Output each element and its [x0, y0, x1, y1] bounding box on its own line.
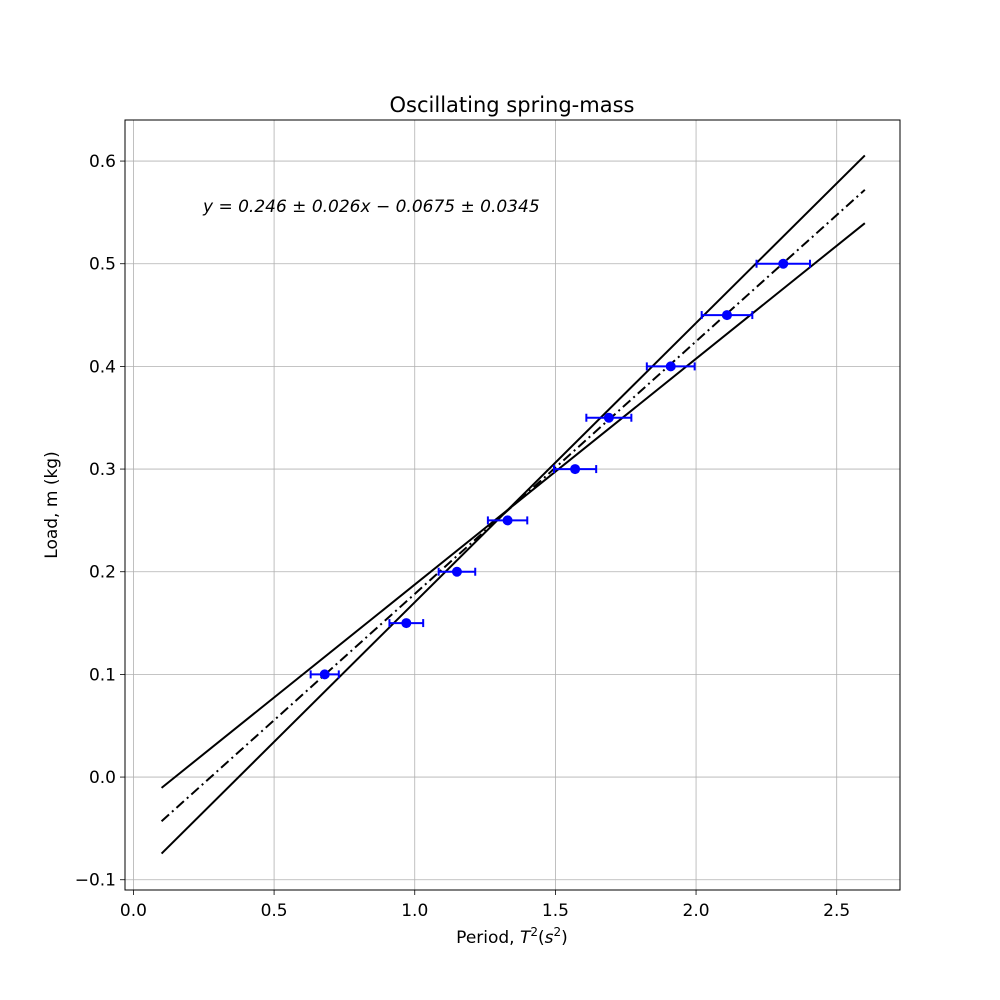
- x-axis-ticks: 0.0 0.5 1.0 1.5 2.0 2.5: [120, 890, 850, 921]
- fit-lines: [160, 154, 866, 855]
- y-tick-label: 0.2: [89, 563, 116, 583]
- y-tick-label: 0.3: [89, 460, 116, 480]
- x-axis-label: Period, T2(s2): [456, 925, 568, 948]
- y-tick-label: 0.6: [89, 152, 116, 172]
- y-axis-ticks: −0.1 0.0 0.1 0.2 0.3 0.4 0.5 0.6: [75, 152, 125, 891]
- data-point: [603, 412, 614, 423]
- x-tick-label: 0.5: [261, 901, 288, 921]
- x-axis-label-unit-open: (: [538, 928, 545, 948]
- y-axis-label: Load, m (kg): [42, 451, 62, 558]
- data-point: [778, 258, 789, 269]
- data-point: [401, 618, 412, 629]
- data-point: [570, 464, 581, 475]
- x-axis-label-unit-exp: 2: [554, 925, 562, 939]
- y-tick-label: 0.5: [89, 255, 116, 275]
- bound-fit-line: [160, 222, 866, 789]
- plot-frame: [124, 119, 901, 891]
- x-axis-label-exp: 2: [530, 925, 538, 939]
- x-tick-label: 1.0: [401, 901, 428, 921]
- y-tick-label: 0.0: [89, 768, 116, 788]
- chart-title: Oscillating spring-mass: [390, 93, 635, 117]
- data-points: [309, 258, 811, 680]
- x-tick-label: 2.0: [683, 901, 710, 921]
- best-fit-line: [160, 189, 866, 822]
- data-point: [502, 515, 513, 526]
- y-tick-label: 0.4: [89, 357, 116, 377]
- fit-equation-annotation: y = 0.246 ± 0.026x − 0.0675 ± 0.0345: [202, 197, 540, 217]
- y-tick-label: 0.1: [89, 665, 116, 685]
- data-point: [451, 566, 462, 577]
- x-axis-label-unit-close: ): [561, 928, 568, 948]
- data-point: [319, 669, 330, 680]
- x-axis-label-symbol: T: [520, 928, 532, 948]
- y-tick-label: −0.1: [75, 871, 116, 891]
- data-point: [665, 361, 676, 372]
- x-axis-label-unit-symbol: s: [545, 928, 554, 948]
- x-tick-label: 1.5: [542, 901, 569, 921]
- x-tick-label: 2.5: [823, 901, 850, 921]
- x-axis-label-prefix: Period,: [456, 928, 520, 948]
- data-point: [721, 310, 732, 321]
- x-tick-label: 0.0: [120, 901, 147, 921]
